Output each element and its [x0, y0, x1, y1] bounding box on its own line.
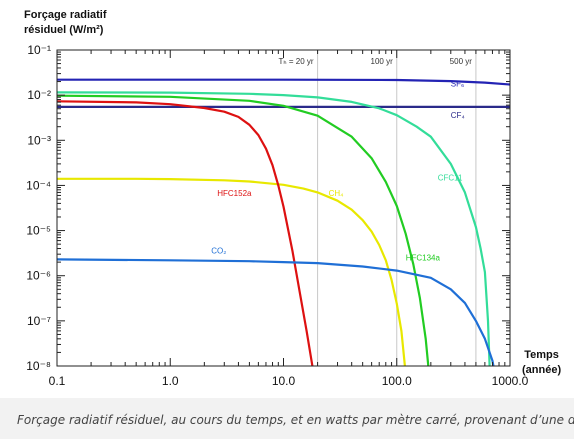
series-label-2: CFC11	[438, 173, 463, 182]
series-label-5: HFC152a	[217, 189, 252, 198]
series-line-6	[57, 258, 495, 366]
y-tick-label-3: 10⁻⁴	[26, 178, 51, 192]
x-tick-label-3: 100.0	[382, 374, 412, 388]
series-line-0	[57, 78, 510, 86]
x-tick-label-1: 1.0	[162, 374, 179, 388]
series-line-3	[57, 94, 430, 366]
y-axis-title-line2: résiduel (W/m²)	[24, 24, 104, 36]
y-tick-label-7: 10⁻⁸	[26, 359, 51, 373]
y-axis-title-line1: Forçage radiatif	[24, 9, 107, 21]
y-tick-label-5: 10⁻⁶	[26, 269, 51, 283]
y-axis-title: Forçage radiatif résiduel (W/m²)	[24, 8, 107, 38]
figure-caption: Forçage radiatif résiduel, au cours du t…	[17, 413, 574, 427]
horizon-label-1: 100 yr	[371, 57, 394, 66]
y-tick-label-2: 10⁻³	[27, 133, 51, 147]
series-label-4: CH₄	[329, 189, 344, 198]
series-line-4	[57, 177, 406, 366]
horizon-label-0: Tₕ = 20 yr	[279, 57, 314, 66]
chart-area: Forçage radiatif résiduel (W/m²) Tₕ = 20…	[0, 0, 574, 398]
y-tick-label-1: 10⁻²	[27, 88, 51, 102]
series-label-3: HFC134a	[406, 253, 441, 262]
x-axis-title: Temps (année)	[522, 348, 561, 378]
line-chart: Tₕ = 20 yr 100 yr 500 yr SF₆ CF₄ CFC11 HFC134a…	[26, 43, 529, 388]
series-line-5	[57, 100, 314, 366]
y-tick-label-4: 10⁻⁵	[26, 224, 51, 238]
series-label-1: CF₄	[451, 111, 465, 120]
x-tick-label-4: 1000.0	[492, 374, 529, 388]
series-label-0: SF₆	[451, 80, 464, 89]
y-tick-label-0: 10⁻¹	[27, 43, 51, 57]
series-line-2	[57, 91, 491, 366]
x-tick-label-2: 10.0	[272, 374, 296, 388]
x-axis-title-line1: Temps	[524, 349, 559, 361]
horizon-label-2: 500 yr	[450, 57, 473, 66]
series-label-6: CO₂	[211, 247, 226, 256]
x-tick-label-0: 0.1	[49, 374, 66, 388]
x-axis-title-line2: (année)	[522, 364, 562, 376]
y-tick-label-6: 10⁻⁷	[27, 314, 51, 328]
